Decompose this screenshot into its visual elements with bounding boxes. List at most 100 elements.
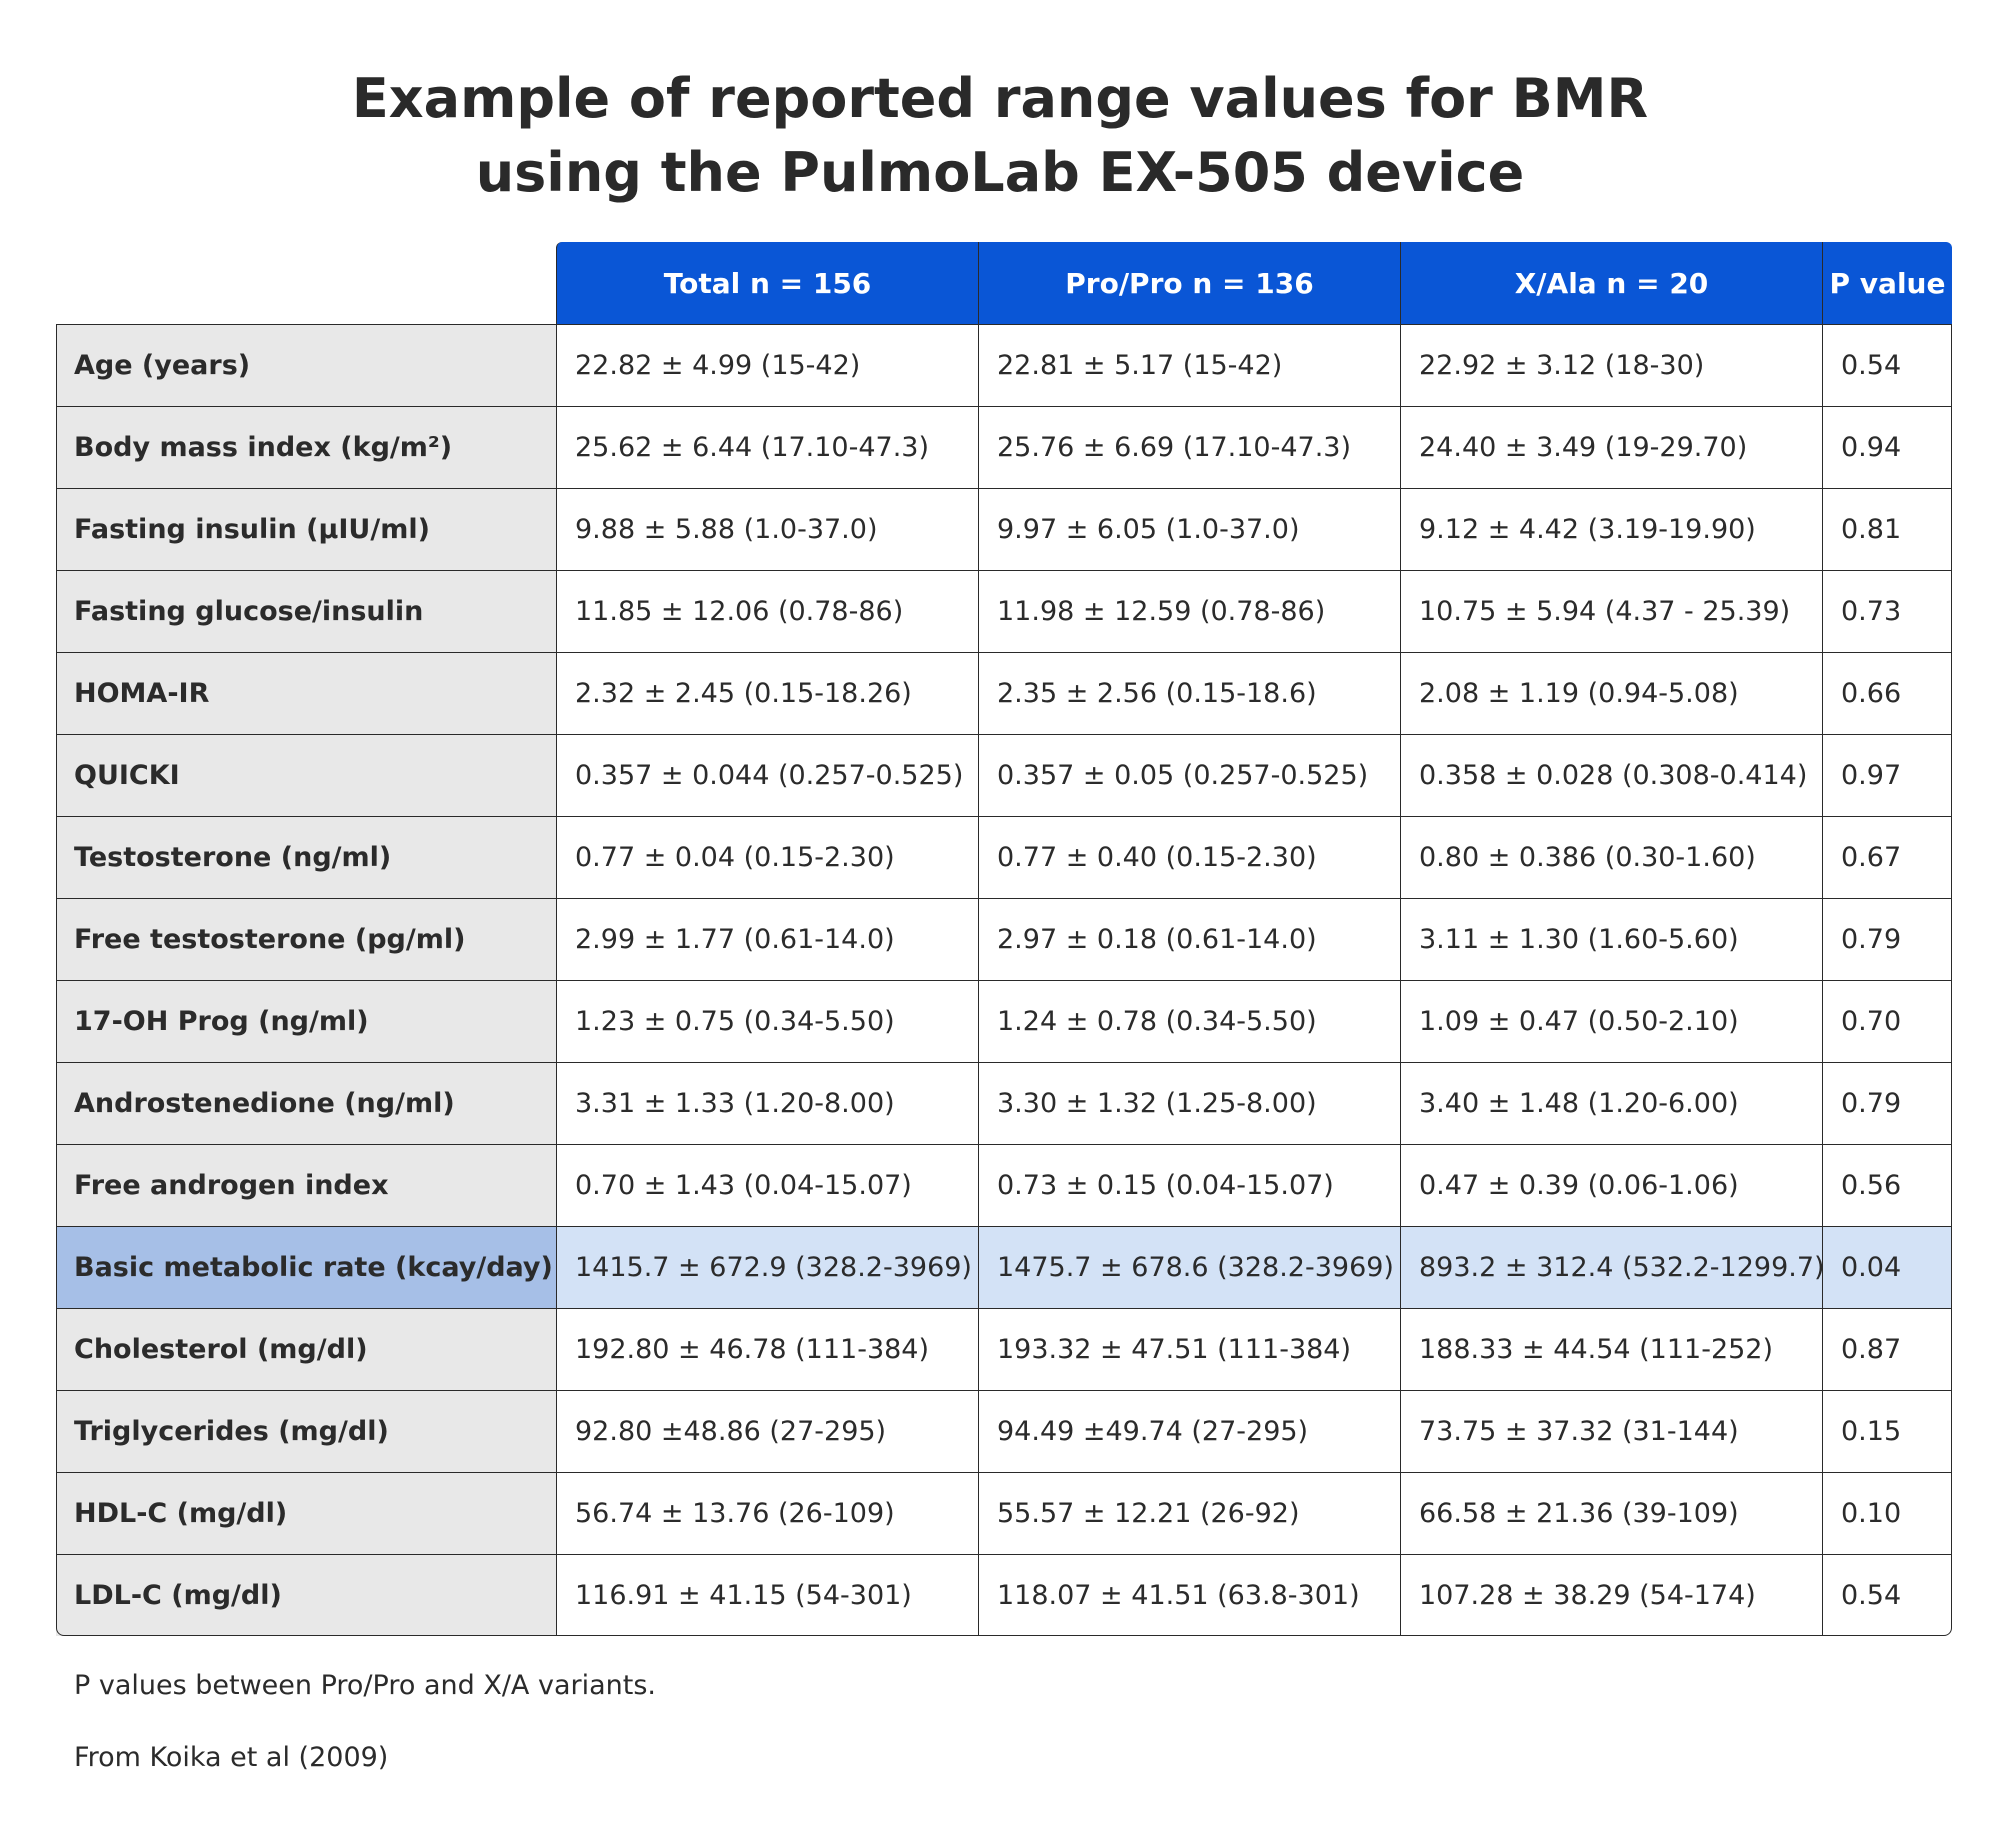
results-table: Total n = 156 Pro/Pro n = 136 X/Ala n = … (56, 242, 1952, 1636)
cell-pro-pro: 11.98 ± 12.59 (0.78-86) (978, 570, 1400, 652)
cell-x-ala: 1.09 ± 0.47 (0.50-2.10) (1400, 980, 1822, 1062)
row-label: Fasting glucose/insulin (56, 570, 556, 652)
p-value-note: P values between Pro/Pro and X/A variant… (74, 1670, 656, 1701)
cell-x-ala: 2.08 ± 1.19 (0.94-5.08) (1400, 652, 1822, 734)
table-row: Fasting insulin (μIU/ml) 9.88 ± 5.88 (1.0… (56, 488, 1952, 570)
row-divider (56, 816, 1952, 817)
table-row: Basic metabolic rate (kcay/day) 1415.7 ± … (56, 1226, 1952, 1308)
row-divider (56, 1472, 1952, 1473)
row-divider (56, 1554, 1952, 1555)
table-row: Androstenedione (ng/ml) 3.31 ± 1.33 (1.20… (56, 1062, 1952, 1144)
row-divider (56, 488, 1952, 489)
cell-x-ala: 66.58 ± 21.36 (39-109) (1400, 1472, 1822, 1554)
table-row: 17-OH Prog (ng/ml) 1.23 ± 0.75 (0.34-5.50… (56, 980, 1952, 1062)
table-row: HDL-C (mg/dl) 56.74 ± 13.76 (26-109) 55.57… (56, 1472, 1952, 1554)
cell-pro-pro: 25.76 ± 6.69 (17.10-47.3) (978, 406, 1400, 488)
cell-x-ala: 0.80 ± 0.386 (0.30-1.60) (1400, 816, 1822, 898)
cell-total: 25.62 ± 6.44 (17.10-47.3) (556, 406, 978, 488)
cell-total: 9.88 ± 5.88 (1.0-37.0) (556, 488, 978, 570)
cell-p-value: 0.66 (1822, 652, 1952, 734)
table-row: Triglycerides (mg/dl) 92.80 ±48.86 (27-29… (56, 1390, 1952, 1472)
column-divider (1400, 324, 1401, 1636)
row-label: Androstenedione (ng/ml) (56, 1062, 556, 1144)
cell-total: 1415.7 ± 672.9 (328.2-3969) (556, 1226, 978, 1308)
cell-p-value: 0.79 (1822, 1062, 1952, 1144)
cell-total: 56.74 ± 13.76 (26-109) (556, 1472, 978, 1554)
table-row: Age (years) 22.82 ± 4.99 (15-42) 22.81 ± 5… (56, 324, 1952, 406)
cell-total: 0.357 ± 0.044 (0.257-0.525) (556, 734, 978, 816)
row-label: HOMA-IR (56, 652, 556, 734)
cell-p-value: 0.56 (1822, 1144, 1952, 1226)
row-divider (56, 1390, 1952, 1391)
row-divider (56, 406, 1952, 407)
cell-pro-pro: 118.07 ± 41.51 (63.8-301) (978, 1554, 1400, 1636)
cell-total: 92.80 ±48.86 (27-295) (556, 1390, 978, 1472)
header-total: Total n = 156 (556, 242, 978, 324)
row-divider (56, 1226, 1952, 1227)
row-label: Fasting insulin (μIU/ml) (56, 488, 556, 570)
cell-pro-pro: 2.97 ± 0.18 (0.61-14.0) (978, 898, 1400, 980)
cell-p-value: 0.87 (1822, 1308, 1952, 1390)
page-title: Example of reported range values for BMR… (0, 62, 2000, 210)
cell-total: 192.80 ± 46.78 (111-384) (556, 1308, 978, 1390)
cell-x-ala: 3.11 ± 1.30 (1.60-5.60) (1400, 898, 1822, 980)
cell-p-value: 0.10 (1822, 1472, 1952, 1554)
table-row: Testosterone (ng/ml) 0.77 ± 0.04 (0.15-2.… (56, 816, 1952, 898)
row-label: Triglycerides (mg/dl) (56, 1390, 556, 1472)
row-label: Cholesterol (mg/dl) (56, 1308, 556, 1390)
title-line-2: using the PulmoLab EX-505 device (475, 141, 1525, 204)
cell-x-ala: 893.2 ± 312.4 (532.2-1299.7) (1400, 1226, 1822, 1308)
cell-p-value: 0.67 (1822, 816, 1952, 898)
column-divider (1822, 324, 1823, 1636)
row-label: Testosterone (ng/ml) (56, 816, 556, 898)
table-header-row: Total n = 156 Pro/Pro n = 136 X/Ala n = … (56, 242, 1952, 324)
row-label: Free testosterone (pg/ml) (56, 898, 556, 980)
row-divider (56, 1308, 1952, 1309)
header-p-value: P value (1822, 242, 1952, 324)
row-label: LDL-C (mg/dl) (56, 1554, 556, 1636)
cell-total: 2.32 ± 2.45 (0.15-18.26) (556, 652, 978, 734)
cell-pro-pro: 22.81 ± 5.17 (15-42) (978, 324, 1400, 406)
row-label: HDL-C (mg/dl) (56, 1472, 556, 1554)
row-divider (56, 570, 1952, 571)
cell-pro-pro: 1.24 ± 0.78 (0.34-5.50) (978, 980, 1400, 1062)
cell-x-ala: 24.40 ± 3.49 (19-29.70) (1400, 406, 1822, 488)
cell-p-value: 0.94 (1822, 406, 1952, 488)
cell-x-ala: 188.33 ± 44.54 (111-252) (1400, 1308, 1822, 1390)
table-row: Fasting glucose/insulin 11.85 ± 12.06 (0.… (56, 570, 1952, 652)
row-label: QUICKI (56, 734, 556, 816)
cell-total: 3.31 ± 1.33 (1.20-8.00) (556, 1062, 978, 1144)
cell-p-value: 0.97 (1822, 734, 1952, 816)
cell-total: 116.91 ± 41.15 (54-301) (556, 1554, 978, 1636)
column-divider (978, 324, 979, 1636)
cell-x-ala: 10.75 ± 5.94 (4.37 - 25.39) (1400, 570, 1822, 652)
cell-pro-pro: 0.73 ± 0.15 (0.04-15.07) (978, 1144, 1400, 1226)
table-row: QUICKI 0.357 ± 0.044 (0.257-0.525) 0.357 ±… (56, 734, 1952, 816)
header-x-ala: X/Ala n = 20 (1400, 242, 1822, 324)
cell-total: 22.82 ± 4.99 (15-42) (556, 324, 978, 406)
header-pro-pro: Pro/Pro n = 136 (978, 242, 1400, 324)
column-divider (556, 324, 557, 1636)
cell-x-ala: 22.92 ± 3.12 (18-30) (1400, 324, 1822, 406)
cell-total: 2.99 ± 1.77 (0.61-14.0) (556, 898, 978, 980)
source-citation: From Koika et al (2009) (74, 1742, 389, 1773)
cell-total: 0.70 ± 1.43 (0.04-15.07) (556, 1144, 978, 1226)
row-divider (56, 734, 1952, 735)
cell-p-value: 0.04 (1822, 1226, 1952, 1308)
cell-pro-pro: 55.57 ± 12.21 (26-92) (978, 1472, 1400, 1554)
table-row: LDL-C (mg/dl) 116.91 ± 41.15 (54-301) 118.… (56, 1554, 1952, 1636)
cell-p-value: 0.15 (1822, 1390, 1952, 1472)
table-row: HOMA-IR 2.32 ± 2.45 (0.15-18.26) 2.35 ± 2.… (56, 652, 1952, 734)
cell-pro-pro: 2.35 ± 2.56 (0.15-18.6) (978, 652, 1400, 734)
cell-p-value: 0.73 (1822, 570, 1952, 652)
table-row: Cholesterol (mg/dl) 192.80 ± 46.78 (111-3… (56, 1308, 1952, 1390)
cell-x-ala: 0.47 ± 0.39 (0.06-1.06) (1400, 1144, 1822, 1226)
cell-pro-pro: 193.32 ± 47.51 (111-384) (978, 1308, 1400, 1390)
cell-pro-pro: 3.30 ± 1.32 (1.25-8.00) (978, 1062, 1400, 1144)
row-label: Free androgen index (56, 1144, 556, 1226)
row-label: Age (years) (56, 324, 556, 406)
cell-pro-pro: 1475.7 ± 678.6 (328.2-3969) (978, 1226, 1400, 1308)
cell-pro-pro: 94.49 ±49.74 (27-295) (978, 1390, 1400, 1472)
cell-pro-pro: 0.77 ± 0.40 (0.15-2.30) (978, 816, 1400, 898)
row-divider (56, 980, 1952, 981)
